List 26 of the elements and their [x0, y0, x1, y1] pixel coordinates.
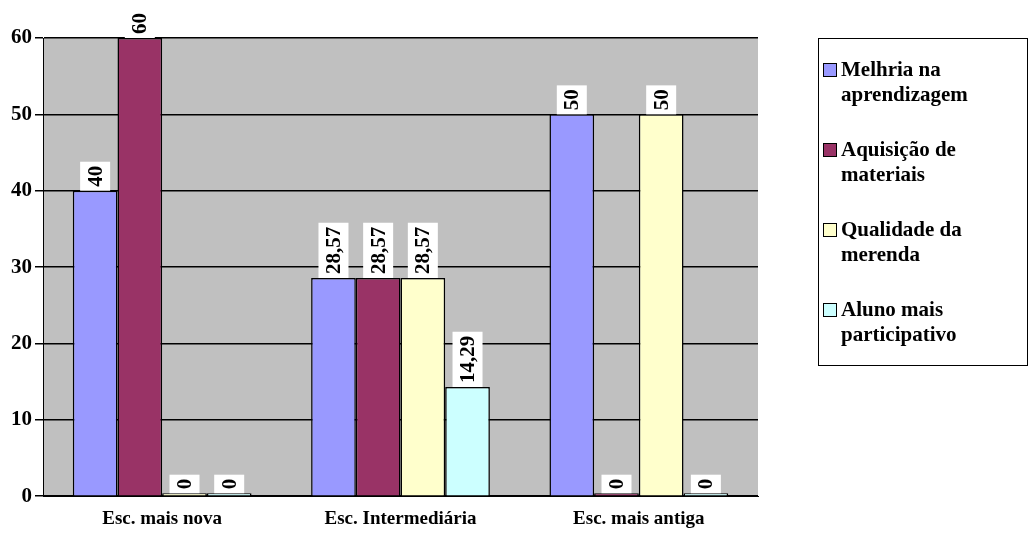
data-label: 28,57	[410, 226, 435, 275]
y-tick-label: 50	[11, 100, 32, 125]
x-tick-label: Esc. mais nova	[102, 506, 223, 528]
legend-label: Aquisição de materiais	[841, 137, 957, 187]
y-tick-label: 10	[11, 406, 32, 431]
legend-label: Qualidade da merenda	[841, 217, 963, 267]
legend-label: Melhria na aprendizagem	[841, 57, 969, 107]
data-label: 50	[648, 89, 673, 111]
x-tick-label: Esc. mais antiga	[573, 506, 706, 528]
y-tick-label: 20	[11, 329, 32, 354]
y-tick-label: 60	[11, 24, 32, 49]
x-tick-label: Esc. Intermediária	[324, 506, 477, 528]
data-label: 14,29	[454, 335, 479, 384]
data-label: 28,57	[320, 226, 345, 275]
data-label: 28,57	[365, 226, 390, 275]
y-tick-label: 0	[21, 482, 32, 507]
data-label: 0	[693, 478, 718, 490]
data-label: 50	[559, 89, 584, 111]
data-label: 60	[127, 13, 152, 34]
data-label: 40	[82, 165, 107, 187]
data-label: 0	[171, 478, 196, 490]
legend-label: Aluno mais participativo	[841, 297, 958, 347]
data-label: 0	[216, 478, 241, 490]
y-tick-label: 40	[11, 177, 32, 202]
data-label: 0	[603, 478, 628, 490]
y-tick-label: 30	[11, 253, 32, 278]
